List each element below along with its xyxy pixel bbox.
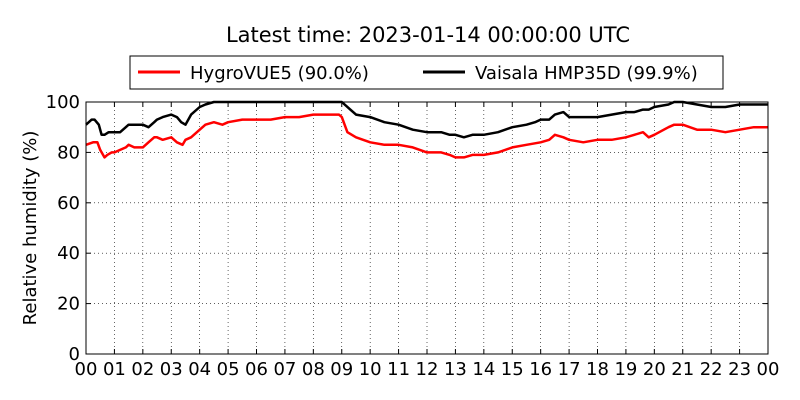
x-tick-label: 03 <box>160 359 183 380</box>
y-tick-label: 20 <box>57 294 80 315</box>
series-layer <box>85 100 768 159</box>
x-tick-label: 01 <box>103 359 126 380</box>
x-tick-label: 15 <box>501 359 524 380</box>
x-tick-label: 19 <box>614 359 637 380</box>
x-tick-label: 02 <box>131 359 154 380</box>
x-tick-labels: 00 01 02 03 04 05 06 07 08 09 10 11 12 13 14 15 16 17 18 19… <box>75 359 780 380</box>
y-tick-label: 100 <box>46 92 80 113</box>
ticks <box>85 101 769 355</box>
x-tick-label: 00 <box>757 359 780 380</box>
legend-label-vaisala: Vaisala HMP35D (99.9%) <box>475 63 698 84</box>
x-tick-label: 20 <box>643 359 666 380</box>
x-tick-label: 18 <box>586 359 609 380</box>
x-tick-label: 14 <box>472 359 495 380</box>
y-tick-label: 60 <box>57 193 80 214</box>
x-tick-label: 04 <box>188 359 211 380</box>
x-tick-label: 05 <box>217 359 240 380</box>
y-tick-label: 40 <box>57 243 80 264</box>
x-tick-label: 00 <box>75 359 98 380</box>
chart-title: Latest time: 2023-01-14 00:00:00 UTC <box>226 23 630 47</box>
series-line-vaisala <box>85 100 768 139</box>
x-tick-label: 06 <box>245 359 268 380</box>
x-tick-label: 12 <box>416 359 439 380</box>
x-tick-label: 08 <box>302 359 325 380</box>
x-tick-label: 21 <box>671 359 694 380</box>
y-axis-label: Relative humidity (%) <box>20 131 41 326</box>
series-line-hygrovue5 <box>85 113 768 159</box>
y-tick-label: 0 <box>69 344 80 365</box>
legend-label-hygrovue5: HygroVUE5 (90.0%) <box>190 63 369 84</box>
x-tick-label: 22 <box>700 359 723 380</box>
x-tick-label: 11 <box>387 359 410 380</box>
y-tick-label: 80 <box>57 142 80 163</box>
x-tick-label: 23 <box>728 359 751 380</box>
y-tick-labels: 0 20 40 60 80 100 <box>46 92 80 365</box>
x-tick-label: 09 <box>330 359 353 380</box>
x-tick-label: 13 <box>444 359 467 380</box>
x-tick-label: 10 <box>359 359 382 380</box>
x-tick-label: 17 <box>558 359 581 380</box>
legend: HygroVUE5 (90.0%) Vaisala HMP35D (99.9%) <box>129 55 724 90</box>
x-tick-label: 07 <box>273 359 296 380</box>
x-tick-label: 16 <box>529 359 552 380</box>
